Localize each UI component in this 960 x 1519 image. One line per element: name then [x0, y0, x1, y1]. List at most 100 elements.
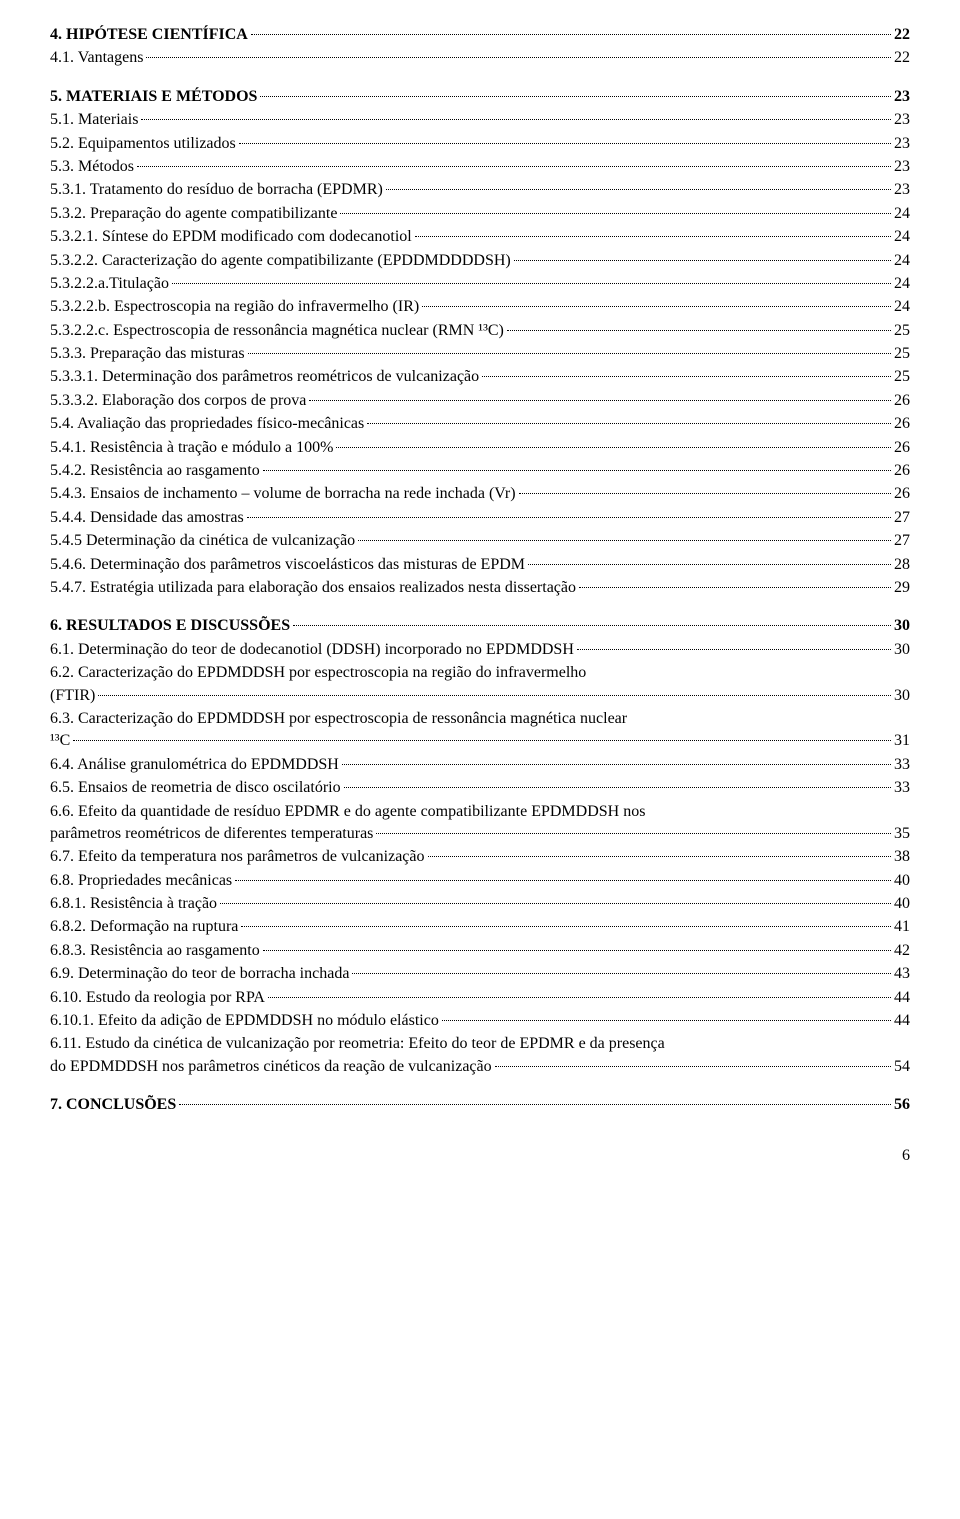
toc-entry: 5.4.6. Determinação dos parâmetros visco… [50, 554, 910, 576]
toc-page: 26 [894, 437, 910, 459]
toc-page: 30 [894, 615, 910, 637]
toc-page: 54 [894, 1056, 910, 1078]
toc-entry: 6.4. Análise granulométrica do EPDMDDSH3… [50, 754, 910, 776]
toc-label: 6.3. Caracterização do EPDMDDSH por espe… [50, 708, 910, 730]
leader-dots [358, 540, 891, 541]
toc-entry: 5.3.2.1. Síntese do EPDM modificado com … [50, 226, 910, 248]
toc-label: 5.4. Avaliação das propriedades físico-m… [50, 413, 364, 435]
toc-page: 24 [894, 203, 910, 225]
toc-label: 6.10.1. Efeito da adição de EPDMDDSH no … [50, 1010, 439, 1032]
toc-page: 40 [894, 870, 910, 892]
toc-label: 5.4.5 Determinação da cinética de vulcan… [50, 530, 355, 552]
toc-page: 30 [894, 685, 910, 707]
toc-page: 33 [894, 754, 910, 776]
toc-entry: 5.4.1. Resistência à tração e módulo a 1… [50, 437, 910, 459]
leader-dots [146, 57, 891, 58]
toc-entry: 6.8.3. Resistência ao rasgamento42 [50, 940, 910, 962]
toc-entry: 5.4. Avaliação das propriedades físico-m… [50, 413, 910, 435]
toc-page: 26 [894, 413, 910, 435]
toc-page: 40 [894, 893, 910, 915]
toc-page: 27 [894, 507, 910, 529]
toc-page: 41 [894, 916, 910, 938]
toc-label: 6.8.2. Deformação na ruptura [50, 916, 238, 938]
leader-dots [519, 493, 891, 494]
toc-entry: 6.9. Determinação do teor de borracha in… [50, 963, 910, 985]
toc-entry: 5.3.2. Preparação do agente compatibiliz… [50, 203, 910, 225]
toc-label: 5.3.2.2.a.Titulação [50, 273, 169, 295]
leader-dots [442, 1020, 891, 1021]
toc-entry: 5.4.2. Resistência ao rasgamento26 [50, 460, 910, 482]
leader-dots [241, 926, 891, 927]
leader-dots [98, 695, 891, 696]
toc-page: 23 [894, 109, 910, 131]
toc-label: 6. RESULTADOS E DISCUSSÕES [50, 615, 290, 637]
toc-label: 6.1. Determinação do teor de dodecanotio… [50, 639, 574, 661]
leader-dots [422, 306, 891, 307]
toc-label: 6.9. Determinação do teor de borracha in… [50, 963, 349, 985]
toc-entry: 7. CONCLUSÕES56 [50, 1094, 910, 1116]
toc-entry: 6.7. Efeito da temperatura nos parâmetro… [50, 846, 910, 868]
toc-entry: 5.1. Materiais23 [50, 109, 910, 131]
leader-dots [251, 34, 891, 35]
toc-label: 5.3.3.1. Determinação dos parâmetros reo… [50, 366, 479, 388]
leader-dots [507, 330, 891, 331]
leader-dots [386, 189, 891, 190]
toc-page: 23 [894, 156, 910, 178]
leader-dots [352, 973, 891, 974]
toc-label: 5.4.1. Resistência à tração e módulo a 1… [50, 437, 333, 459]
toc-entry: 5.4.5 Determinação da cinética de vulcan… [50, 530, 910, 552]
toc-label: 5.3.3.2. Elaboração dos corpos de prova [50, 390, 306, 412]
toc-label: 6.7. Efeito da temperatura nos parâmetro… [50, 846, 425, 868]
toc-entry: 6. RESULTADOS E DISCUSSÕES 30 [50, 615, 910, 637]
leader-dots [367, 423, 891, 424]
toc-entry: 6.1. Determinação do teor de dodecanotio… [50, 639, 910, 661]
toc-entry: 6.11. Estudo da cinética de vulcanização… [50, 1033, 910, 1078]
toc-label: ¹³C [50, 730, 70, 752]
leader-dots [376, 833, 891, 834]
toc-entry: 4.1. Vantagens22 [50, 47, 910, 69]
toc-label: 6.10. Estudo da reologia por RPA [50, 987, 265, 1009]
toc-page: 38 [894, 846, 910, 868]
toc-page: 43 [894, 963, 910, 985]
toc-page: 23 [894, 179, 910, 201]
leader-dots [309, 400, 891, 401]
leader-dots [248, 353, 891, 354]
leader-dots [172, 283, 891, 284]
leader-dots [235, 880, 891, 881]
toc-label: 6.8. Propriedades mecânicas [50, 870, 232, 892]
toc-page: 26 [894, 483, 910, 505]
toc-entry: 5.3.1. Tratamento do resíduo de borracha… [50, 179, 910, 201]
leader-dots [495, 1066, 891, 1067]
toc-entry: 5.3.2.2.c. Espectroscopia de ressonância… [50, 320, 910, 342]
leader-dots [263, 470, 891, 471]
toc-label: 5.4.7. Estratégia utilizada para elabora… [50, 577, 576, 599]
toc-page: 26 [894, 390, 910, 412]
toc-entry: 6.3. Caracterização do EPDMDDSH por espe… [50, 708, 910, 753]
leader-dots [263, 950, 891, 951]
toc-page: 28 [894, 554, 910, 576]
toc-label: 6.8.1. Resistência à tração [50, 893, 217, 915]
toc-page: 23 [894, 86, 910, 108]
toc-label: 5.3.3. Preparação das misturas [50, 343, 245, 365]
leader-dots [239, 143, 891, 144]
toc-entry: 4. HIPÓTESE CIENTÍFICA22 [50, 24, 910, 46]
toc-page: 26 [894, 460, 910, 482]
leader-dots [293, 625, 891, 626]
toc-label: 5.3.2.1. Síntese do EPDM modificado com … [50, 226, 412, 248]
toc-entry: 5.4.4. Densidade das amostras27 [50, 507, 910, 529]
toc-label: 5.3.2. Preparação do agente compatibiliz… [50, 203, 337, 225]
toc-label: 5.3.2.2. Caracterização do agente compat… [50, 250, 511, 272]
toc-page: 30 [894, 639, 910, 661]
toc-label: 5.4.6. Determinação dos parâmetros visco… [50, 554, 525, 576]
toc-page: 24 [894, 273, 910, 295]
toc-entry: 6.8. Propriedades mecânicas 40 [50, 870, 910, 892]
toc-entry: 5.3.2.2.a.Titulação 24 [50, 273, 910, 295]
toc-page: 35 [894, 823, 910, 845]
toc-entry: 6.6. Efeito da quantidade de resíduo EPD… [50, 801, 910, 846]
toc-label: 7. CONCLUSÕES [50, 1094, 176, 1116]
toc-entry: 6.2. Caracterização do EPDMDDSH por espe… [50, 662, 910, 707]
leader-dots [268, 997, 891, 998]
leader-dots [141, 119, 891, 120]
toc-label: 5.4.3. Ensaios de inchamento – volume de… [50, 483, 516, 505]
toc-page: 23 [894, 133, 910, 155]
